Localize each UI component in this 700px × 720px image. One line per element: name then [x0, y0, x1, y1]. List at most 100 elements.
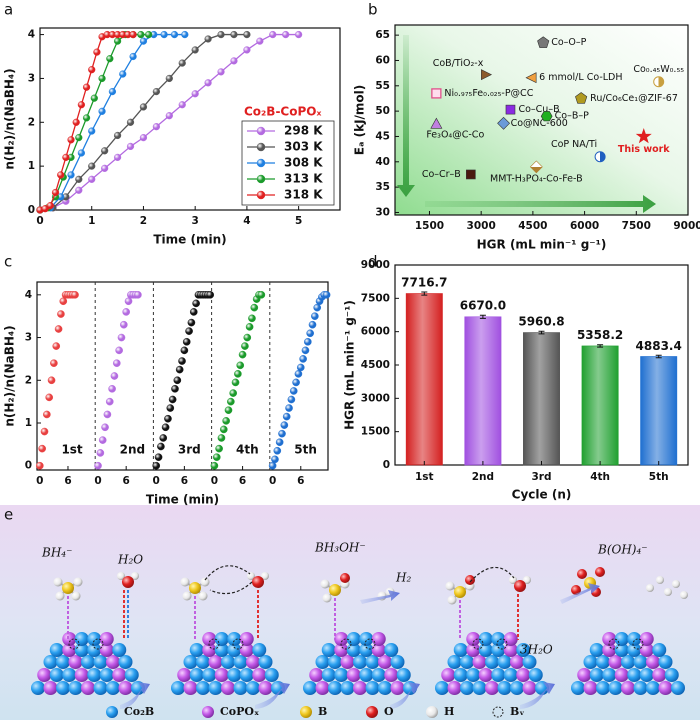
- value-label: 6670.0: [460, 299, 506, 313]
- data-point: [250, 303, 259, 312]
- marker: [529, 160, 543, 174]
- point-label: Co–Cr–B: [422, 169, 461, 180]
- marker: [505, 104, 516, 115]
- atom: [321, 668, 336, 682]
- atom: [652, 668, 667, 682]
- atom: [522, 655, 537, 669]
- value-label: 4883.4: [636, 339, 682, 353]
- legend-label: O: [384, 705, 394, 718]
- atom: [596, 681, 610, 695]
- x-axis-label: Time (min): [153, 233, 226, 247]
- data-point: [173, 376, 182, 385]
- species-label: BH₃OH⁻: [314, 541, 366, 555]
- vacancy: [208, 638, 220, 650]
- data-point: [230, 57, 238, 65]
- x-tick-label: 6: [181, 475, 188, 487]
- atom: [87, 643, 102, 657]
- data-point: [124, 297, 133, 306]
- data-point: [110, 372, 119, 380]
- x-axis-label: Cycle (n): [512, 488, 572, 502]
- point-label: Ru/Co₆Ce₁@ZIF-67: [590, 93, 678, 104]
- atom: [214, 668, 229, 682]
- atom: [252, 576, 264, 588]
- x-tick-label: 0: [211, 475, 218, 487]
- y-tick-label: 6000: [361, 326, 390, 338]
- data-point: [306, 329, 314, 338]
- atom: [646, 655, 660, 669]
- atom: [384, 643, 399, 657]
- data-point: [103, 410, 112, 419]
- point-label: MMT-H₃PO₄-Co-Fe-B: [490, 173, 583, 184]
- data-point: [178, 101, 186, 109]
- y-tick-label: 0: [383, 459, 390, 471]
- atom: [365, 655, 380, 669]
- y-tick-label: 60: [375, 54, 390, 66]
- data-point: [161, 423, 170, 432]
- atom: [328, 681, 342, 695]
- atom: [227, 643, 242, 657]
- point-label: This work: [618, 144, 670, 155]
- atom: [633, 655, 648, 669]
- atom: [460, 655, 474, 669]
- atom: [491, 668, 506, 682]
- data-point: [280, 421, 289, 429]
- atom: [180, 577, 190, 587]
- bar: [581, 345, 619, 466]
- vacancy: [364, 638, 376, 650]
- data-point: [292, 378, 300, 387]
- atom: [53, 577, 63, 587]
- atom: [93, 655, 108, 669]
- data-point: [105, 397, 114, 406]
- data-point: [165, 74, 173, 83]
- data-point: [75, 186, 83, 194]
- data-point: [212, 453, 221, 461]
- atom: [639, 632, 654, 646]
- atom: [396, 668, 411, 682]
- atom: [246, 655, 260, 669]
- data-point: [192, 299, 200, 308]
- x-tick-label: 4th: [590, 471, 610, 483]
- y-tick-label: 4: [28, 29, 35, 41]
- data-point: [45, 393, 54, 402]
- marker: [575, 92, 588, 104]
- atom: [453, 668, 468, 682]
- atom: [658, 655, 673, 669]
- atom: [81, 681, 95, 695]
- data-point: [236, 361, 245, 370]
- data-point: [134, 291, 142, 299]
- value-label: 7716.7: [401, 275, 447, 289]
- atom: [608, 655, 623, 669]
- atom: [252, 668, 267, 682]
- x-tick-label: 3rd: [531, 471, 551, 483]
- atom: [334, 668, 349, 682]
- atom: [346, 632, 361, 646]
- y-tick-label: 0: [25, 460, 32, 472]
- data-point: [160, 30, 168, 39]
- atom: [589, 643, 604, 657]
- marker: [497, 116, 511, 130]
- atom: [49, 643, 64, 657]
- atom: [87, 632, 102, 646]
- y-tick-label: 4500: [361, 359, 390, 371]
- atom: [571, 681, 585, 695]
- x-tick-label: 6: [297, 475, 304, 487]
- data-point: [62, 153, 70, 161]
- x-tick-label: 6: [239, 475, 246, 487]
- atom: [309, 668, 324, 682]
- data-point: [67, 136, 75, 144]
- data-point: [304, 338, 312, 346]
- legend-label: 308 K: [284, 156, 323, 170]
- data-point: [113, 37, 122, 45]
- data-point: [222, 417, 230, 425]
- atom: [233, 681, 248, 695]
- atom: [239, 668, 254, 682]
- data-point: [185, 327, 193, 335]
- atom: [447, 655, 462, 669]
- bar: [640, 356, 678, 466]
- data-point: [278, 429, 286, 438]
- atom: [639, 668, 654, 682]
- x-tick-label: 0: [153, 475, 160, 487]
- data-point: [101, 164, 109, 172]
- x-tick-label: 2nd: [472, 471, 494, 483]
